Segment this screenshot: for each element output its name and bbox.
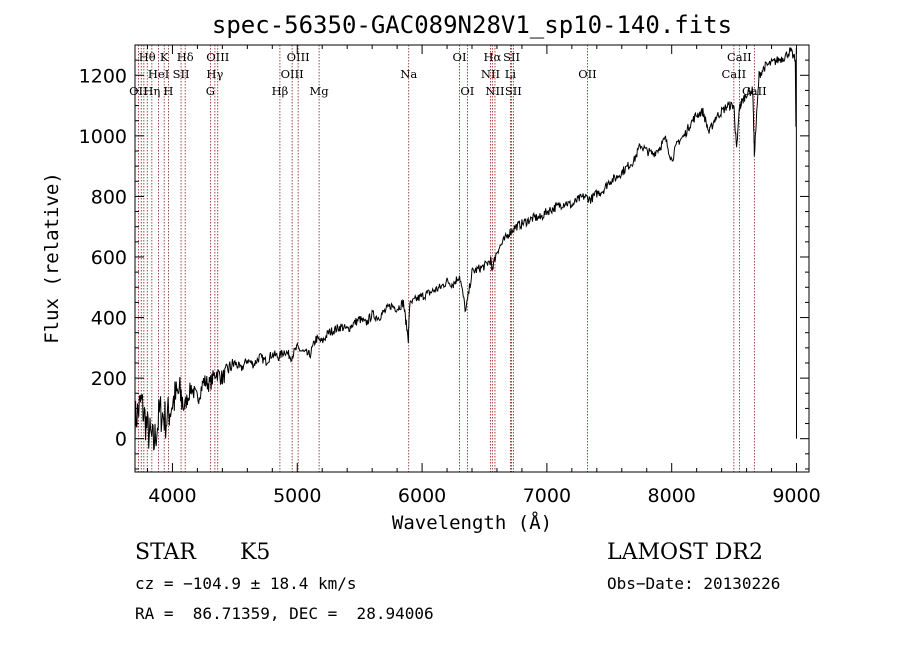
x-tick-label: 9000 bbox=[772, 485, 820, 507]
line-label: OII bbox=[129, 84, 148, 98]
line-label: OI bbox=[453, 50, 467, 64]
line-label: SII bbox=[503, 50, 520, 64]
line-label: Hα bbox=[483, 50, 501, 64]
line-label: K bbox=[160, 50, 169, 64]
line-label: NII bbox=[485, 84, 504, 98]
line-label: CaII bbox=[727, 50, 752, 64]
line-label: Mg bbox=[310, 84, 330, 98]
x-tick-label: 5000 bbox=[273, 485, 321, 507]
line-label: SII bbox=[173, 67, 190, 81]
redshift-velocity: cz = −104.9 ± 18.4 km/s bbox=[135, 574, 357, 593]
y-tick-label: 1200 bbox=[79, 65, 127, 87]
y-tick-label: 800 bbox=[91, 186, 127, 208]
chart-title: spec-56350-GAC089N28V1_sp10-140.fits bbox=[212, 11, 732, 39]
plot-frame bbox=[134, 44, 810, 473]
line-label: OIII bbox=[206, 50, 229, 64]
x-tick-label: 7000 bbox=[523, 485, 571, 507]
line-label: Hγ bbox=[206, 67, 223, 81]
y-tick-label: 400 bbox=[91, 308, 127, 330]
y-tick-label: 600 bbox=[91, 247, 127, 269]
line-label: OII bbox=[578, 67, 597, 81]
object-class: STAR bbox=[135, 540, 196, 565]
line-label: G bbox=[206, 84, 215, 98]
line-label: OIII bbox=[281, 67, 304, 81]
line-label: Hη bbox=[143, 84, 160, 98]
object-subclass: K5 bbox=[240, 540, 271, 565]
y-axis-label: Flux (relative) bbox=[41, 172, 63, 344]
line-label: Hβ bbox=[272, 84, 289, 98]
y-tick-label: 1000 bbox=[79, 126, 127, 148]
survey-name: LAMOST DR2 bbox=[607, 540, 763, 565]
x-axis-label: Wavelength (Å) bbox=[392, 511, 552, 534]
line-label: HeI bbox=[148, 67, 169, 81]
y-tick-label: 0 bbox=[115, 429, 127, 451]
line-label: H bbox=[163, 84, 173, 98]
x-tick-label: 4000 bbox=[148, 485, 196, 507]
x-tick-label: 6000 bbox=[398, 485, 446, 507]
y-tick-label: 200 bbox=[91, 368, 127, 390]
line-label: Na bbox=[400, 67, 417, 81]
line-label: CaII bbox=[742, 84, 767, 98]
line-label: NII bbox=[481, 67, 500, 81]
line-label: SII bbox=[505, 84, 522, 98]
line-label: OI bbox=[460, 84, 474, 98]
x-tick-label: 8000 bbox=[648, 485, 696, 507]
line-label: Hθ bbox=[139, 50, 156, 64]
observation-date: Obs−Date: 20130226 bbox=[607, 574, 781, 593]
axis-ticks: 4000 5000 6000 7000 8000 9000 0 200 400 600 800 100… bbox=[79, 44, 821, 507]
spectrum-line bbox=[134, 47, 797, 451]
line-label: Hδ bbox=[177, 50, 194, 64]
line-label: Li bbox=[505, 67, 517, 81]
emission-line-markers bbox=[137, 45, 755, 472]
coordinates: RA = 86.71359, DEC = 28.94006 bbox=[135, 604, 434, 623]
line-label: OIII bbox=[287, 50, 310, 64]
line-label: CaII bbox=[721, 67, 746, 81]
